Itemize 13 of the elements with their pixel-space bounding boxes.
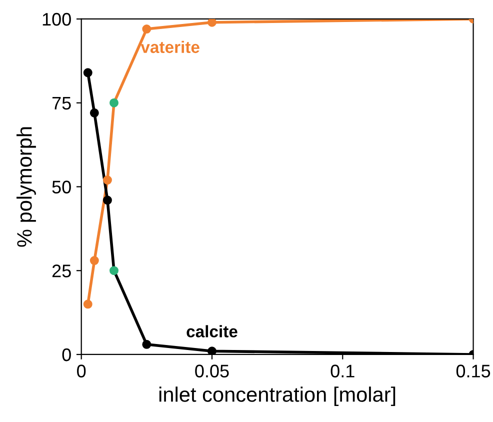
- series-label: calcite: [186, 325, 238, 338]
- y-tick-label: 25: [52, 264, 71, 278]
- y-tick-label: 50: [52, 180, 71, 194]
- x-tick-label: 0.05: [195, 364, 229, 378]
- y-tick-label: 0: [62, 348, 71, 362]
- y-tick-label: 75: [52, 96, 71, 110]
- x-tick-label: 0.15: [456, 364, 490, 378]
- series-label: vaterite: [140, 40, 200, 54]
- x-tick-label: 0.1: [330, 364, 354, 378]
- y-tick-label: 100: [42, 12, 71, 26]
- x-tick-label: 0: [77, 364, 86, 378]
- y-axis-title: % polymorph: [16, 127, 36, 247]
- x-axis-title: inlet concentration [molar]: [159, 386, 396, 406]
